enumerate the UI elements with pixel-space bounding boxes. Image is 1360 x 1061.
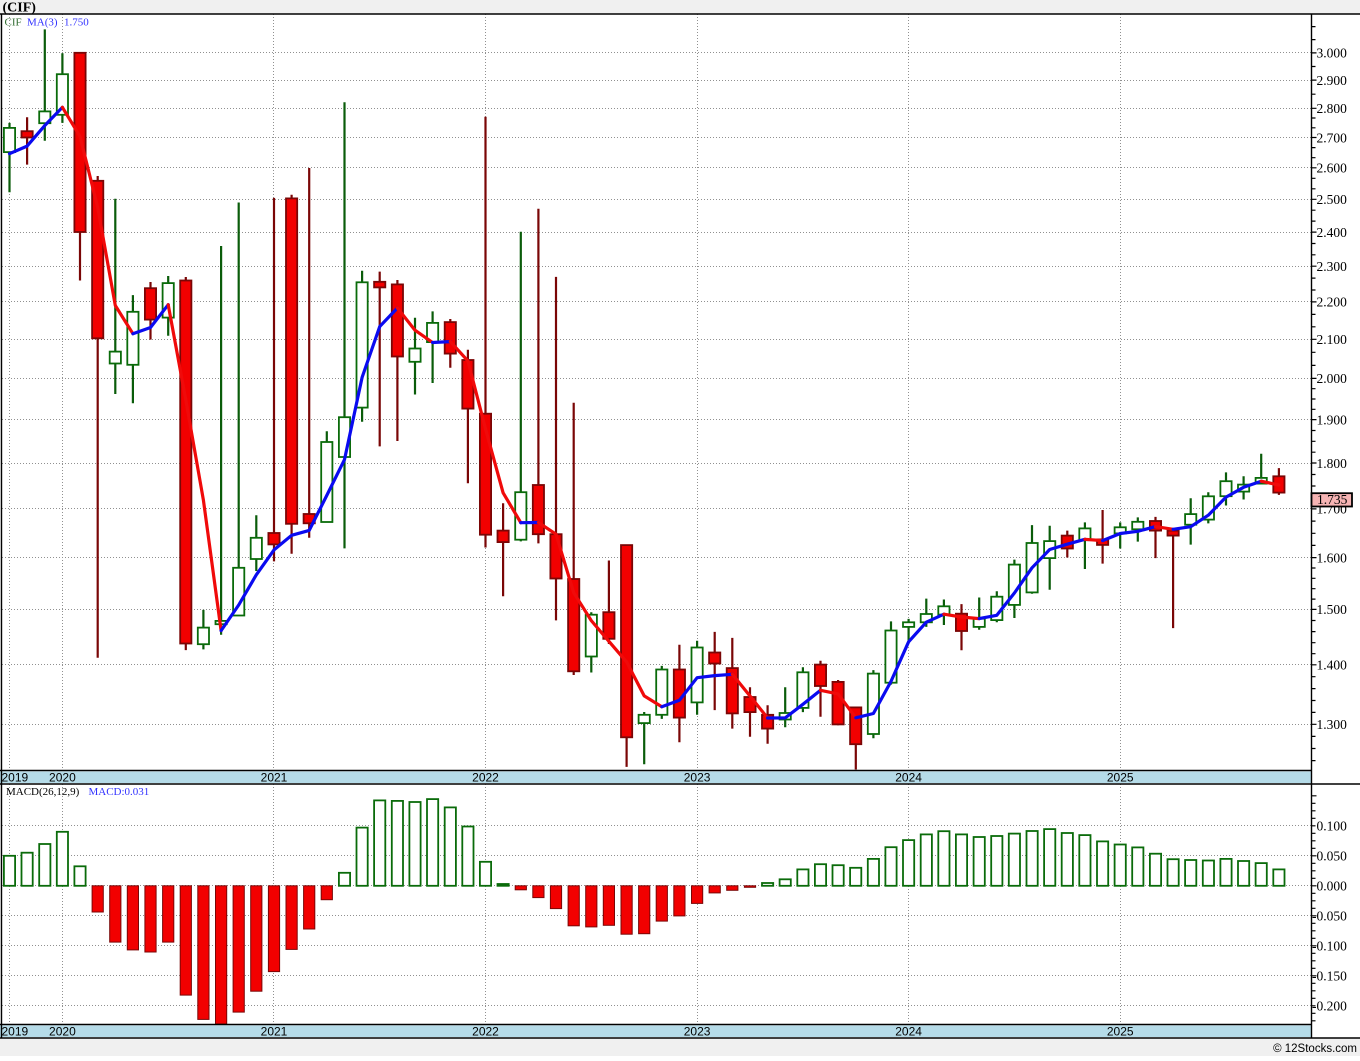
svg-text:2.600: 2.600 xyxy=(1317,161,1348,176)
svg-text:1.300: 1.300 xyxy=(1317,717,1348,732)
svg-text:1.900: 1.900 xyxy=(1317,412,1348,427)
svg-text:2022: 2022 xyxy=(472,1025,499,1039)
svg-text:CIF: CIF xyxy=(5,16,22,28)
svg-text:2023: 2023 xyxy=(684,1025,711,1039)
svg-text:1.750: 1.750 xyxy=(64,16,89,28)
svg-text:1.600: 1.600 xyxy=(1317,550,1348,565)
svg-text:2.400: 2.400 xyxy=(1317,225,1348,240)
svg-text:2.700: 2.700 xyxy=(1317,130,1348,145)
svg-text:2025: 2025 xyxy=(1107,1025,1134,1039)
svg-text:2020: 2020 xyxy=(49,771,76,785)
svg-text:(CIF): (CIF) xyxy=(3,1,37,16)
svg-text:1.735: 1.735 xyxy=(1317,492,1348,507)
svg-text:2.200: 2.200 xyxy=(1317,295,1348,310)
svg-text:2021: 2021 xyxy=(261,771,288,785)
svg-text:2.800: 2.800 xyxy=(1317,101,1348,116)
svg-text:2019: 2019 xyxy=(2,1025,29,1039)
svg-text:2022: 2022 xyxy=(472,771,499,785)
svg-text:0.050: 0.050 xyxy=(1317,849,1348,864)
svg-text:2023: 2023 xyxy=(684,771,711,785)
svg-text:-0.150: -0.150 xyxy=(1312,969,1347,984)
svg-text:-0.100: -0.100 xyxy=(1312,939,1347,954)
svg-text:MACD:0.031: MACD:0.031 xyxy=(89,786,150,798)
svg-text:MA(3): MA(3) xyxy=(27,16,58,28)
svg-text:0.100: 0.100 xyxy=(1317,819,1348,834)
svg-text:1.500: 1.500 xyxy=(1317,602,1348,617)
svg-text:2.300: 2.300 xyxy=(1317,259,1348,274)
svg-text:2.900: 2.900 xyxy=(1317,73,1348,88)
svg-text:0.000: 0.000 xyxy=(1317,879,1348,894)
svg-text:2.100: 2.100 xyxy=(1317,332,1348,347)
svg-text:2021: 2021 xyxy=(261,1025,288,1039)
svg-text:1.800: 1.800 xyxy=(1317,456,1348,471)
svg-text:1.400: 1.400 xyxy=(1317,658,1348,673)
svg-text:2.000: 2.000 xyxy=(1317,371,1348,386)
svg-text:3.000: 3.000 xyxy=(1317,46,1348,61)
svg-text:2020: 2020 xyxy=(49,1025,76,1039)
svg-text:2025: 2025 xyxy=(1107,771,1134,785)
svg-text:2019: 2019 xyxy=(2,771,29,785)
svg-text:-0.050: -0.050 xyxy=(1312,909,1347,924)
svg-text:2.500: 2.500 xyxy=(1317,192,1348,207)
svg-text:2024: 2024 xyxy=(895,1025,922,1039)
svg-text:2024: 2024 xyxy=(895,771,922,785)
svg-text:© 12Stocks.com: © 12Stocks.com xyxy=(1273,1043,1357,1055)
svg-text:MACD(26,12,9): MACD(26,12,9) xyxy=(6,786,80,798)
svg-text:-0.200: -0.200 xyxy=(1312,999,1347,1014)
